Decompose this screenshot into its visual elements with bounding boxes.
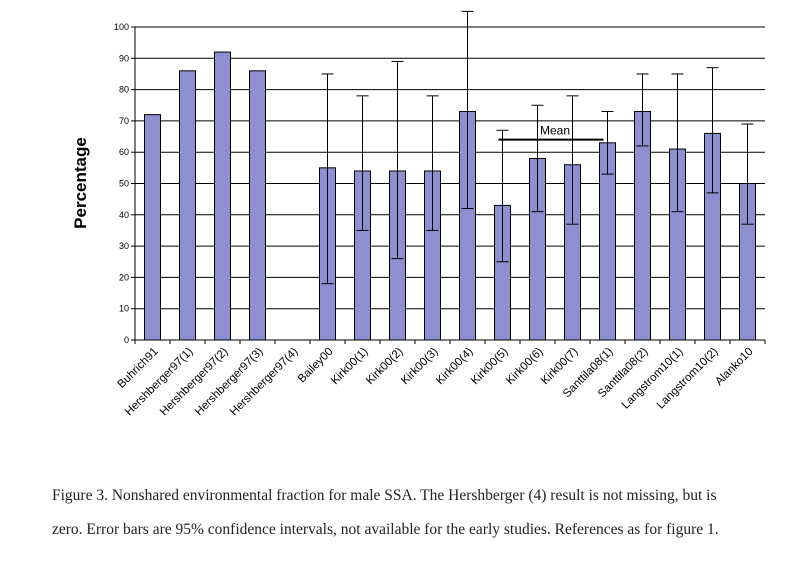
- mean-marker: Mean: [498, 124, 604, 141]
- axes: [131, 26, 766, 344]
- x-tick-label-Langstrom10(1): Langstrom10(1): [620, 346, 686, 412]
- y-tick-labels: 0 10 20 30 40 50 60 70 80 90 100: [114, 22, 129, 345]
- figure-caption-line-2: zero. Error bars are 95% confidence inte…: [52, 521, 719, 538]
- y-tick-label-100: 100: [114, 22, 129, 32]
- x-tick-label-Kirk00(3): Kirk00(3): [399, 346, 441, 388]
- y-axis-label: Percentage: [71, 137, 90, 229]
- bar-Hershberger97(1): [179, 70, 196, 341]
- gridlines: [135, 26, 765, 310]
- y-tick-label-0: 0: [124, 335, 129, 345]
- x-tick-label-Langstrom10(2): Langstrom10(2): [655, 346, 721, 412]
- figure-caption-line-1: Figure 3. Nonshared environmental fracti…: [52, 487, 717, 504]
- bars: [144, 51, 756, 341]
- bar-Buhrich91: [144, 114, 161, 341]
- bar-Hershberger97(2): [214, 51, 231, 341]
- x-tick-label-Alanko10: Alanko10: [713, 346, 755, 388]
- x-tick-label-Kirk00(5): Kirk00(5): [469, 346, 511, 388]
- bar-Hershberger97(3): [249, 70, 266, 341]
- y-tick-label-90: 90: [119, 53, 129, 63]
- x-tick-label-Kirk00(2): Kirk00(2): [364, 346, 406, 388]
- y-tick-label-70: 70: [119, 116, 129, 126]
- mean-label: Mean: [540, 124, 570, 138]
- y-tick-label-60: 60: [119, 147, 129, 157]
- bar-chart: 0 10 20 30 40 50 60 70 80 90 100 Buhrich91Hershber…: [71, 10, 766, 419]
- error-bars: [321, 10, 754, 285]
- y-tick-label-80: 80: [119, 85, 129, 95]
- y-tick-label-20: 20: [119, 272, 129, 282]
- y-tick-label-40: 40: [119, 210, 129, 220]
- x-tick-labels: Buhrich91Hershberger97(1)Hershberger97(2…: [116, 346, 756, 419]
- x-tick-label-Kirk00(6): Kirk00(6): [504, 346, 546, 388]
- y-tick-label-10: 10: [119, 304, 129, 314]
- x-tick-label-Kirk00(1): Kirk00(1): [329, 346, 371, 388]
- y-tick-label-30: 30: [119, 241, 129, 251]
- x-tick-label-Kirk00(4): Kirk00(4): [434, 346, 476, 388]
- y-tick-label-50: 50: [119, 179, 129, 189]
- x-tick-label-Hershberger97(4): Hershberger97(4): [228, 346, 301, 419]
